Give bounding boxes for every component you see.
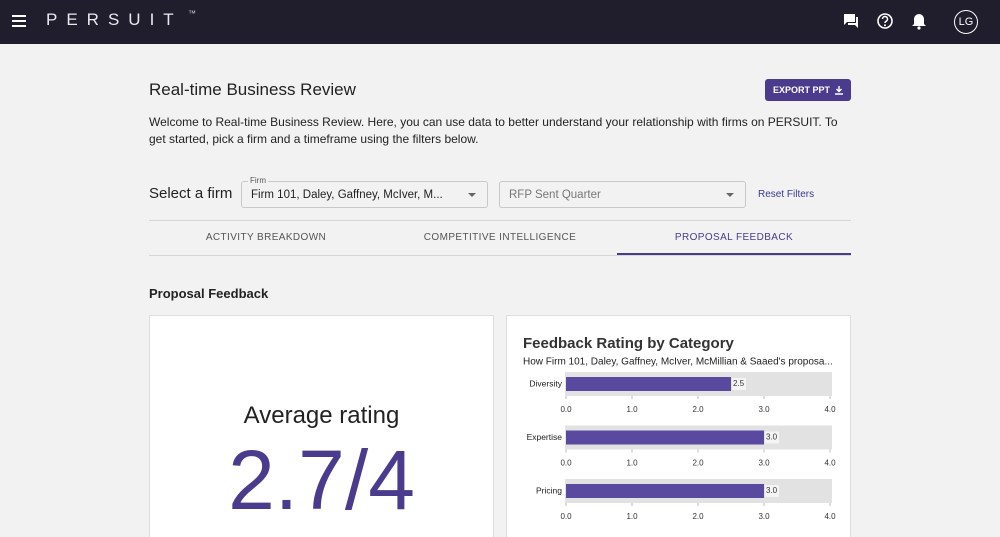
- help-icon[interactable]: [876, 12, 894, 30]
- x-tick-label: 4.0: [824, 405, 836, 414]
- top-bar: PERSUIT ™ LG: [0, 0, 1000, 44]
- bar: [566, 377, 731, 391]
- tab[interactable]: PROPOSAL FEEDBACK: [674, 232, 794, 243]
- value-label-bg: [765, 485, 779, 497]
- divider: [149, 255, 851, 256]
- bar: [566, 484, 764, 498]
- divider: [149, 220, 851, 221]
- x-tick-label: 2.0: [692, 405, 704, 414]
- export-label: EXPORT PPT: [773, 85, 831, 95]
- value-label: 2.5: [733, 379, 745, 388]
- intro-text: Welcome to Real-time Business Review. He…: [149, 115, 838, 146]
- category-label: Expertise: [527, 432, 563, 442]
- bar: [566, 430, 764, 445]
- active-tab-indicator: [617, 253, 851, 255]
- x-tick-label: 1.0: [626, 459, 638, 468]
- download-icon: [835, 86, 843, 95]
- category-label: Diversity: [529, 378, 562, 388]
- logo[interactable]: PERSUIT: [46, 10, 183, 29]
- firm-dropdown[interactable]: Firm 101, Daley, Gaffney, McIver, M...: [241, 181, 488, 208]
- x-tick-label: 2.0: [692, 512, 704, 521]
- average-card: [149, 315, 494, 537]
- x-tick-label: 1.0: [626, 512, 638, 521]
- x-tick-label: 2.0: [692, 459, 704, 468]
- section-title: Proposal Feedback: [149, 286, 269, 301]
- page-title: Real-time Business Review: [149, 80, 356, 99]
- menu-icon[interactable]: [12, 15, 26, 27]
- avatar[interactable]: LG: [954, 10, 978, 34]
- category-label: Pricing: [536, 485, 562, 495]
- chart: Feedback Rating by Category How Firm 101…: [523, 335, 836, 521]
- tab[interactable]: COMPETITIVE INTELLIGENCE: [423, 232, 577, 243]
- value-label-bg: [732, 378, 746, 390]
- value-label: 3.0: [766, 433, 778, 442]
- chart-subtitle: How Firm 101, Daley, Gaffney, McIver, Mc…: [523, 357, 833, 368]
- notifications-icon[interactable]: [911, 12, 927, 30]
- x-tick-label: 3.0: [758, 405, 770, 414]
- average-label: Average rating: [243, 402, 400, 429]
- filter-label: Select a firm: [149, 185, 233, 202]
- export-button[interactable]: EXPORT PPT: [765, 79, 851, 101]
- firm-value: Firm 101, Daley, Gaffney, McIver, M...: [251, 189, 443, 201]
- caret: [468, 193, 476, 197]
- trademark: ™: [188, 9, 196, 18]
- x-tick-label: 0.0: [560, 459, 572, 468]
- x-tick-label: 1.0: [626, 405, 638, 414]
- x-tick-label: 3.0: [758, 512, 770, 521]
- x-tick-label: 0.0: [560, 512, 572, 521]
- x-tick-label: 4.0: [824, 512, 836, 521]
- quarter-placeholder: RFP Sent Quarter: [509, 189, 601, 201]
- messages-icon[interactable]: [843, 13, 859, 29]
- x-tick-label: 4.0: [824, 459, 836, 468]
- x-tick-label: 3.0: [758, 459, 770, 468]
- chart-title: Feedback Rating by Category: [523, 335, 735, 352]
- average-value: 2.7/4: [228, 433, 415, 527]
- caret: [726, 193, 734, 197]
- firm-label: Firm: [248, 176, 268, 185]
- reset-filters[interactable]: Reset Filters: [758, 189, 815, 200]
- value-label-bg: [765, 431, 779, 444]
- quarter-dropdown[interactable]: RFP Sent Quarter: [499, 181, 746, 208]
- x-tick-label: 0.0: [560, 405, 572, 414]
- tab[interactable]: ACTIVITY BREAKDOWN: [205, 232, 327, 243]
- value-label: 3.0: [766, 486, 778, 495]
